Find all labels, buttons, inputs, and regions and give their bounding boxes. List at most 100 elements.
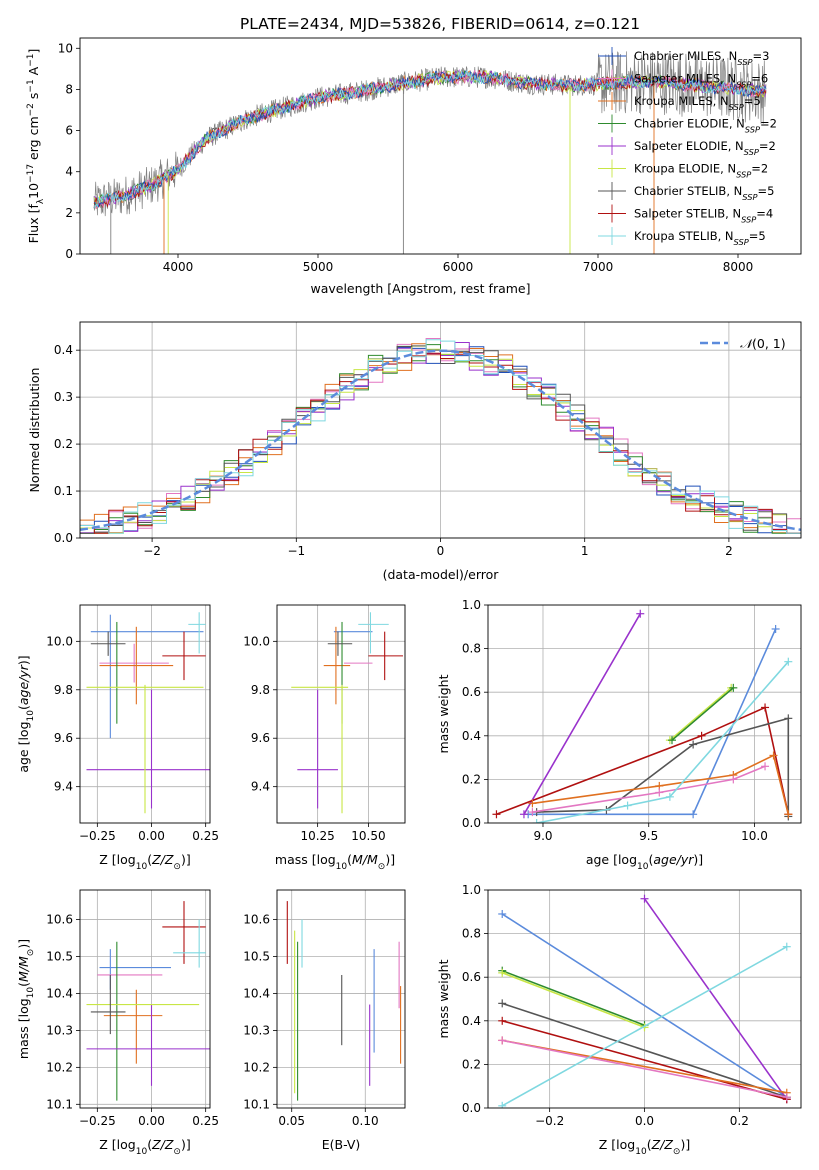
x-axis-label: mass [log10(M/M⊙)] — [275, 852, 395, 872]
x-tick-label: 1 — [581, 544, 589, 558]
x-tick-label: 0.0 — [635, 1114, 654, 1128]
x-tick-label: 6000 — [443, 260, 474, 274]
x-tick-label: −1 — [287, 544, 305, 558]
x-tick-label: 2 — [725, 544, 733, 558]
figure-title: PLATE=2434, MJD=53826, FIBERID=0614, z=0… — [240, 15, 640, 33]
weight-series — [501, 969, 645, 1026]
y-tick-label: 10.1 — [46, 1097, 73, 1111]
y-tick-label: 2 — [65, 206, 73, 220]
axes-frame — [79, 37, 802, 255]
panel-age_vs_mass: 10.25 10.50 9.4 9.6 9.8 10.0 mass [log10(M/M⊙)… — [243, 604, 406, 872]
y-tick-label: 9.6 — [54, 731, 73, 745]
x-axis-label: Z [log10(Z/Z⊙)] — [99, 1137, 190, 1157]
plot-content — [488, 890, 801, 1108]
y-tick-label: 0.4 — [462, 729, 481, 743]
x-tick-label: 0.10 — [352, 1114, 379, 1128]
legend-label: Kroupa MILES, NSSP=5 — [634, 94, 761, 112]
weight-series — [501, 972, 645, 1029]
y-tick-label: 0.6 — [462, 685, 481, 699]
plot-content — [277, 890, 405, 1108]
x-tick-label: 0.25 — [192, 829, 219, 843]
y-tick-label: 10.3 — [243, 1023, 270, 1037]
y-tick-label: 10.2 — [46, 1060, 73, 1074]
y-tick-label: 8 — [65, 82, 73, 96]
x-axis-label: (data-model)/error — [383, 567, 500, 582]
weight-series — [501, 946, 788, 1107]
residual-histogram — [80, 339, 801, 534]
weight-series — [501, 1002, 788, 1098]
plot-content — [80, 890, 210, 1108]
y-tick-label: 9.8 — [251, 683, 270, 697]
y-tick-label: 10.5 — [46, 950, 73, 964]
weight-series — [501, 913, 788, 1098]
axes-frame — [487, 604, 802, 824]
residual-histogram — [80, 352, 801, 534]
plot-content — [80, 605, 210, 823]
weight-series — [523, 613, 641, 815]
y-tick-label: 10.0 — [243, 634, 270, 648]
x-axis-label: Z [log10(Z/Z⊙)] — [99, 852, 190, 872]
panel-mass_vs_z: −0.25 0.00 0.25 10.1 10.2 10.3 10.4 10.5 10.6 Z [… — [16, 889, 219, 1157]
x-tick-label: 10.50 — [351, 829, 385, 843]
x-tick-label: 5000 — [303, 260, 334, 274]
plot-content — [488, 605, 801, 823]
legend-label: Kroupa STELIB, NSSP=5 — [634, 229, 766, 247]
x-tick-label: 9.0 — [533, 829, 552, 843]
y-tick-label: 10.3 — [46, 1023, 73, 1037]
legend: Chabrier MILES, NSSP=3 Salpeter MILES, NS… — [598, 47, 777, 247]
plot-area — [277, 890, 405, 1108]
legend: 𝒩(0, 1) — [700, 336, 786, 351]
panel-weight_vs_z: −0.2 0.0 0.2 0.0 0.2 0.4 0.6 0.8 1.0 mass weight Z… — [436, 883, 802, 1157]
legend-label: Salpeter MILES, NSSP=6 — [634, 72, 768, 90]
legend-label: 𝒩(0, 1) — [740, 336, 786, 351]
x-axis-label: E(B-V) — [322, 1137, 361, 1152]
y-tick-label: 0.3 — [54, 390, 73, 404]
panel-weight_vs_age: 9.0 9.5 10.0 0.0 0.2 0.4 0.6 0.8 1.0 mass weight a… — [436, 598, 802, 872]
y-tick-label: 10.4 — [46, 986, 73, 1000]
y-axis-label: Flux [fλ10−17 erg cm−2 s−1 A−1] — [26, 49, 46, 244]
weight-series — [536, 661, 789, 823]
axes-frame — [79, 604, 211, 824]
y-tick-label: 0.2 — [462, 772, 481, 786]
weight-series — [643, 898, 788, 1100]
x-tick-label: 4000 — [163, 260, 194, 274]
y-axis-label: mass weight — [436, 674, 451, 753]
y-tick-label: 0.0 — [462, 1101, 481, 1115]
x-tick-label: 0.00 — [138, 829, 165, 843]
y-tick-label: 9.6 — [251, 731, 270, 745]
y-tick-label: 9.8 — [54, 683, 73, 697]
legend-label: Chabrier ELODIE, NSSP=2 — [634, 117, 777, 135]
y-tick-label: 10.4 — [243, 986, 270, 1000]
x-tick-label: −0.25 — [79, 829, 116, 843]
x-tick-label: −0.2 — [535, 1114, 564, 1128]
y-tick-label: 10.5 — [243, 950, 270, 964]
panel-age_vs_z: −0.25 0.00 0.25 9.4 9.6 9.8 10.0 Z [log10(Z/Z⊙)… — [16, 604, 219, 872]
weight-series — [502, 1039, 787, 1098]
weight-series — [669, 687, 732, 741]
plot-area — [277, 605, 405, 823]
legend-label: Kroupa ELODIE, NSSP=2 — [634, 162, 768, 180]
x-tick-label: 0 — [437, 544, 445, 558]
axes-frame — [276, 604, 406, 824]
plot-area — [488, 605, 801, 823]
y-tick-label: 1.0 — [462, 883, 481, 897]
y-tick-label: 0.6 — [462, 970, 481, 984]
x-axis-label: age [log10(age/yr)] — [586, 852, 703, 872]
weight-series — [501, 1020, 788, 1101]
y-tick-label: 10.2 — [243, 1060, 270, 1074]
axes-frame — [487, 889, 802, 1109]
x-axis-label: wavelength [Angstrom, rest frame] — [310, 281, 530, 296]
x-axis-label: Z [log10(Z/Z⊙)] — [599, 1137, 690, 1157]
y-tick-label: 10.0 — [46, 634, 73, 648]
x-tick-label: 0.05 — [278, 1114, 305, 1128]
y-tick-label: 0 — [65, 247, 73, 261]
x-tick-label: 10.25 — [300, 829, 334, 843]
panel-spectrum: 4000 5000 6000 7000 8000 0 2 4 6 8 10 wavelength [A… — [26, 37, 802, 296]
axes-frame — [79, 321, 802, 539]
residual-histogram — [80, 345, 801, 534]
y-tick-label: 9.4 — [251, 780, 270, 794]
weight-series — [671, 687, 734, 741]
panel-mass_vs_ebv: 0.05 0.10 10.1 10.2 10.3 10.4 10.5 10.6 E(B-V) — [243, 889, 406, 1152]
